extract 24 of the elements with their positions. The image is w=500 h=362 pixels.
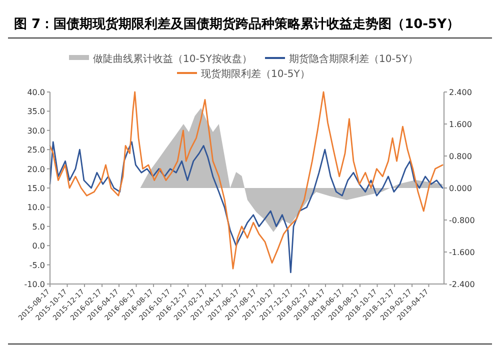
legend-label: 做陡曲线累计收益（10-5Y按收盘） [93, 53, 252, 65]
line-series [49, 91, 444, 270]
y-tick-label: 25.0 [27, 146, 45, 155]
y-tick-label: 40.0 [27, 88, 45, 97]
y2-tick-label: 0.000 [449, 184, 472, 193]
y-tick-label: 20.0 [27, 164, 45, 174]
y2-tick-label: 1.600 [449, 120, 472, 129]
y-tick-label: 30.0 [27, 126, 45, 136]
y-tick-label: -10.0 [24, 280, 45, 289]
y-tick-label: 5.0 [32, 222, 45, 232]
y2-tick-label: -1.600 [449, 248, 475, 257]
legend-label: 现货期限利差（10-5Y） [201, 68, 310, 80]
line-series [49, 141, 444, 274]
y-tick-label: -5.0 [29, 260, 45, 270]
y2-tick-label: -2.400 [449, 280, 475, 289]
y-tick-label: 10.0 [27, 203, 45, 212]
y2-tick-label: 0.800 [449, 152, 472, 161]
y2-tick-label: -0.800 [449, 216, 475, 225]
legend-label: 期货隐含期限利差（10-5Y） [289, 53, 418, 65]
y-tick-label: 15.0 [27, 184, 45, 193]
y-tick-label: 0.0 [32, 242, 45, 251]
chart-title: 图 7：国债期现货期限利差及国债期货跨品种策略累计收益走势图（10-5Y） [14, 16, 460, 32]
y2-tick-label: 2.400 [449, 88, 472, 97]
y-tick-label: 35.0 [27, 107, 45, 116]
